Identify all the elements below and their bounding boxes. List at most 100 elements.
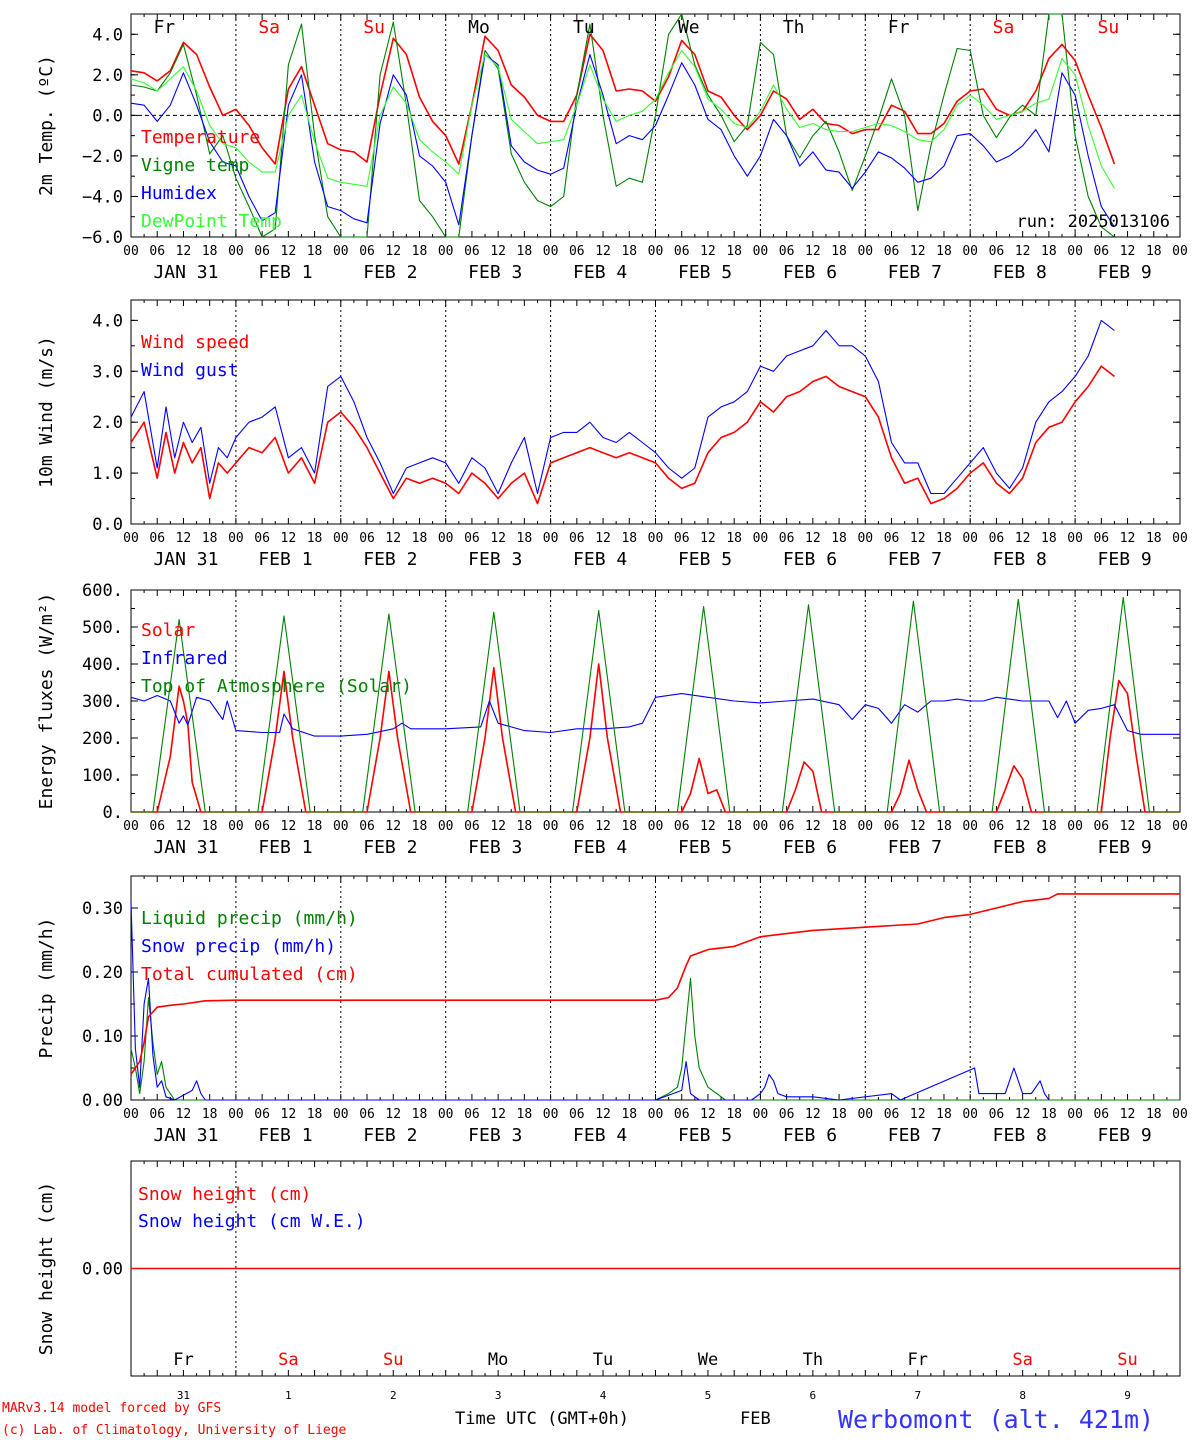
hour-tick-label: 18 — [1041, 244, 1057, 259]
hour-tick-label: 12 — [1120, 819, 1136, 834]
weekday-label: Tu — [593, 1350, 613, 1370]
hour-tick-label: 12 — [910, 819, 926, 834]
weekday-label: We — [678, 17, 700, 38]
date-label: FEB 9 — [1098, 262, 1152, 283]
hour-tick-label: 00 — [962, 819, 978, 834]
series-line-top-of-atmosphere-solar- — [131, 596, 1180, 813]
weekday-label: Th — [803, 1350, 823, 1370]
day-number-label: 8 — [1019, 1389, 1026, 1402]
date-label: FEB 3 — [468, 1125, 522, 1146]
y-axis-label: 10m Wind (m/s) — [36, 336, 57, 488]
hour-tick-label: 00 — [1067, 1107, 1083, 1122]
hour-tick-label: 18 — [307, 244, 323, 259]
day-number-label: 7 — [914, 1389, 921, 1402]
panel-temperature: 4.0 2.0 0.0 −2.0 −4.0 −6.0 2m Temp. (ºC) Temper… — [36, 13, 1188, 283]
hour-tick-label: 18 — [1041, 819, 1057, 834]
hour-tick-label: 00 — [438, 244, 454, 259]
hour-tick-label: 00 — [123, 1107, 139, 1122]
weekday-label: Su — [383, 1350, 403, 1370]
weekday-label: Fr — [173, 1350, 193, 1370]
hour-tick-label: 18 — [621, 531, 637, 546]
hour-tick-label: 00 — [123, 244, 139, 259]
hour-tick-label: 12 — [805, 1107, 821, 1122]
date-label: FEB 7 — [888, 1125, 942, 1146]
hour-tick-label: 12 — [490, 819, 506, 834]
hour-tick-label: 00 — [438, 1107, 454, 1122]
hour-tick-label: 06 — [569, 531, 585, 546]
hour-tick-label: 00 — [648, 1107, 664, 1122]
weekday-label: Sa — [258, 17, 280, 38]
hour-tick-label: 18 — [202, 1107, 218, 1122]
date-label: FEB 2 — [363, 837, 417, 858]
hour-tick-label: 12 — [176, 531, 192, 546]
day-number-label: 5 — [705, 1389, 712, 1402]
hour-tick-label: 12 — [176, 1107, 192, 1122]
hour-tick-label: 12 — [595, 244, 611, 259]
hour-tick-label: 12 — [700, 531, 716, 546]
weekday-label: Mo — [488, 1350, 508, 1370]
legend-entry: Wind gust — [141, 360, 239, 381]
y-tick-label: 600. — [82, 581, 123, 601]
date-label: FEB 8 — [993, 262, 1047, 283]
weekday-label: Mo — [468, 17, 490, 38]
hour-tick-label: 06 — [359, 1107, 375, 1122]
hour-tick-label: 00 — [333, 531, 349, 546]
hour-tick-label: 00 — [438, 819, 454, 834]
date-label: FEB 9 — [1098, 1125, 1152, 1146]
hour-tick-label: 00 — [753, 1107, 769, 1122]
hour-tick-label: 12 — [281, 244, 297, 259]
y-axis-label: Snow height (cm) — [36, 1182, 57, 1355]
hour-tick-label: 00 — [753, 531, 769, 546]
hour-tick-label: 12 — [910, 244, 926, 259]
hour-tick-label: 06 — [1093, 819, 1109, 834]
legend-entry: Snow height (cm W.E.) — [138, 1211, 366, 1232]
hour-tick-label: 18 — [621, 244, 637, 259]
date-label: FEB 9 — [1098, 549, 1152, 570]
hour-tick-label: 06 — [359, 531, 375, 546]
hour-tick-label: 18 — [831, 531, 847, 546]
series-line-humidex — [130, 53, 1115, 228]
date-label: FEB 1 — [258, 262, 312, 283]
legend-entry: Liquid precip (mm/h) — [141, 908, 358, 929]
day-number-label: 4 — [600, 1389, 607, 1402]
hour-tick-label: 18 — [412, 244, 428, 259]
hour-tick-label: 06 — [464, 244, 480, 259]
hour-tick-label: 18 — [517, 244, 533, 259]
hour-tick-label: 12 — [490, 244, 506, 259]
weekday-label: Sa — [278, 1350, 298, 1370]
hour-tick-label: 00 — [962, 244, 978, 259]
hour-tick-label: 06 — [989, 1107, 1005, 1122]
series-line-vigne-temp — [130, 13, 1115, 238]
hour-tick-label: 00 — [648, 819, 664, 834]
y-tick-label: −6.0 — [82, 228, 123, 248]
hour-tick-label: 12 — [700, 1107, 716, 1122]
hour-tick-label: 06 — [779, 1107, 795, 1122]
date-label: FEB 6 — [783, 1125, 837, 1146]
hour-tick-label: 12 — [700, 244, 716, 259]
day-number-label: 2 — [390, 1389, 397, 1402]
y-tick-label: 0.20 — [82, 963, 123, 983]
series-line-infrared — [130, 693, 1180, 737]
weekday-label: Su — [363, 17, 385, 38]
legend-entry: Total cumulated (cm) — [141, 964, 358, 985]
hour-tick-label: 12 — [700, 819, 716, 834]
y-axis-label: Precip (mm/h) — [36, 918, 57, 1059]
hour-tick-label: 12 — [281, 819, 297, 834]
copyright-credit: (c) Lab. of Climatology, University of L… — [2, 1423, 347, 1438]
panel-snow: 0.00 Snow height (cm) Snow height (cm) Snow… — [36, 1160, 1181, 1402]
hour-tick-label: 06 — [254, 244, 270, 259]
panels: 4.0 2.0 0.0 −2.0 −4.0 −6.0 2m Temp. (ºC) Temper… — [36, 13, 1188, 1402]
y-tick-label: 300. — [82, 692, 123, 712]
hour-tick-label: 18 — [517, 1107, 533, 1122]
y-tick-label: −4.0 — [82, 187, 123, 207]
hour-tick-label: 18 — [621, 1107, 637, 1122]
hour-tick-label: 12 — [176, 244, 192, 259]
panel-energy: 600. 500. 400. 300. 200. 100. 0. Energy fluxes … — [36, 581, 1188, 858]
hour-tick-label: 00 — [228, 1107, 244, 1122]
date-label: JAN 31 — [153, 262, 218, 283]
panel-wind: 4.0 3.0 2.0 1.0 0.0 10m Wind (m/s) Wind speed W… — [36, 299, 1188, 570]
date-label: FEB 6 — [783, 549, 837, 570]
hour-tick-label: 00 — [438, 531, 454, 546]
hour-tick-label: 00 — [228, 531, 244, 546]
legend-entry: DewPoint Temp — [141, 211, 282, 232]
